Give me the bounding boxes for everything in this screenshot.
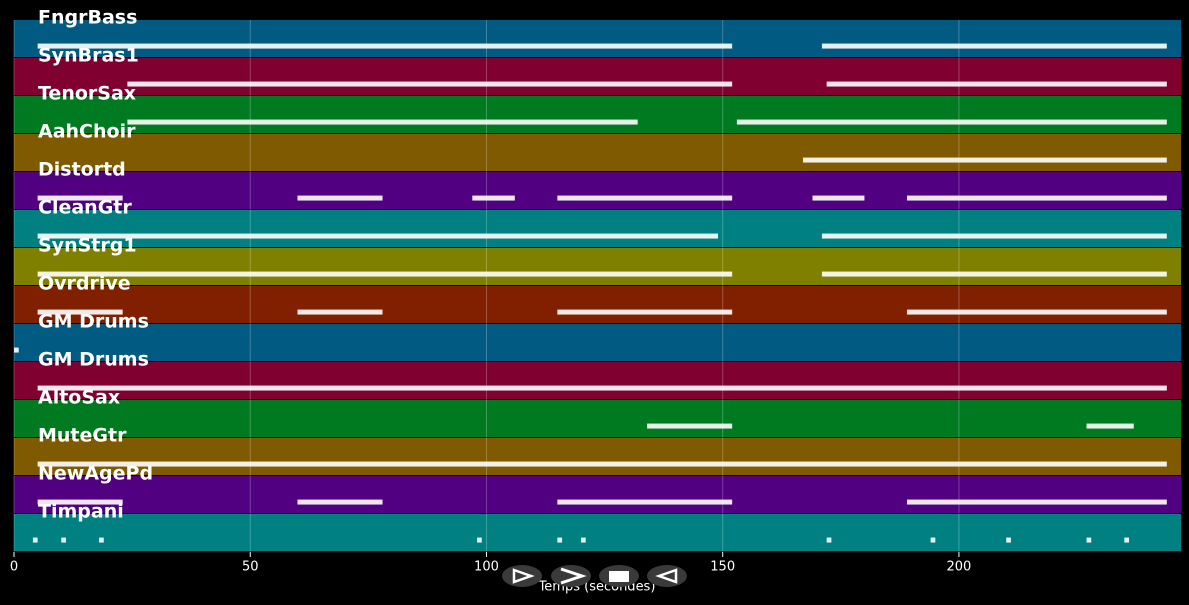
note-span — [906, 195, 1167, 201]
x-tick-label: 50 — [242, 560, 259, 575]
x-tick-label: 0 — [10, 560, 18, 575]
note-span — [1086, 537, 1092, 543]
note-span — [297, 195, 383, 201]
note-span — [99, 537, 104, 543]
track-label: AltoSax — [38, 387, 120, 409]
note-span — [472, 195, 515, 201]
note-span — [1006, 537, 1011, 543]
note-span — [37, 195, 123, 201]
track-row — [14, 476, 1181, 513]
play-button[interactable] — [502, 565, 542, 587]
note-span — [477, 537, 482, 543]
note-span — [557, 537, 563, 543]
playback-controls — [502, 565, 687, 587]
note-span — [826, 537, 832, 543]
track-row — [14, 438, 1181, 475]
track-label: Distortd — [38, 159, 126, 181]
note-span — [557, 499, 733, 505]
note-span — [930, 537, 936, 543]
note-span — [14, 347, 19, 353]
track-row — [14, 134, 1181, 171]
track-label: SynStrg1 — [38, 235, 137, 257]
note-span — [557, 195, 733, 201]
track-label: FngrBass — [38, 7, 137, 29]
note-span — [127, 81, 733, 87]
track-label: SynBras1 — [38, 45, 139, 67]
track-row — [14, 514, 1181, 551]
note-span — [297, 499, 383, 505]
note-span — [37, 499, 123, 505]
track-label: TenorSax — [38, 83, 136, 105]
note-span — [812, 195, 865, 201]
note-span — [297, 309, 383, 315]
note-span — [826, 81, 1167, 87]
track-label: CleanGtr — [38, 197, 132, 219]
track-label: Timpani — [38, 501, 124, 523]
note-span — [1086, 423, 1134, 429]
note-span — [37, 309, 123, 315]
stop-button[interactable] — [599, 565, 639, 587]
note-span — [580, 537, 586, 543]
note-span — [32, 537, 38, 543]
note-span — [821, 233, 1167, 239]
note-span — [647, 423, 733, 429]
note-span — [37, 461, 1167, 467]
note-span — [821, 43, 1167, 49]
note-span — [61, 537, 66, 543]
rewind-button[interactable] — [647, 565, 687, 587]
tracks: FngrBass SynBras1 TenorSax AahChoir Distortd… — [14, 7, 1181, 551]
track-row — [14, 96, 1181, 133]
track-row — [14, 400, 1181, 437]
track-row — [14, 324, 1181, 361]
track-label: NewAgePd — [38, 463, 153, 485]
track-row — [14, 362, 1181, 399]
track-label: AahChoir — [38, 121, 136, 143]
track-label: MuteGtr — [38, 425, 127, 447]
note-span — [557, 309, 733, 315]
note-span — [37, 271, 733, 277]
note-span — [803, 157, 1167, 163]
track-row — [14, 172, 1181, 209]
track-row — [14, 248, 1181, 285]
note-span — [1124, 537, 1130, 543]
note-span — [37, 385, 1167, 391]
x-tick-label: 150 — [710, 560, 735, 575]
track-label: Ovrdrive — [38, 273, 131, 295]
x-tick-label: 100 — [474, 560, 499, 575]
note-span — [906, 309, 1167, 315]
note-span — [37, 233, 718, 239]
note-span — [736, 119, 1167, 125]
note-span — [821, 271, 1167, 277]
note-span — [37, 43, 733, 49]
track-label: GM Drums — [38, 311, 149, 333]
track-row — [14, 20, 1181, 57]
note-span — [906, 499, 1167, 505]
track-row — [14, 286, 1181, 323]
track-label: GM Drums — [38, 349, 149, 371]
note-span — [127, 119, 638, 125]
forward-button[interactable] — [551, 565, 591, 587]
x-tick-label: 200 — [947, 560, 972, 575]
track-row — [14, 210, 1181, 247]
track-row — [14, 58, 1181, 95]
